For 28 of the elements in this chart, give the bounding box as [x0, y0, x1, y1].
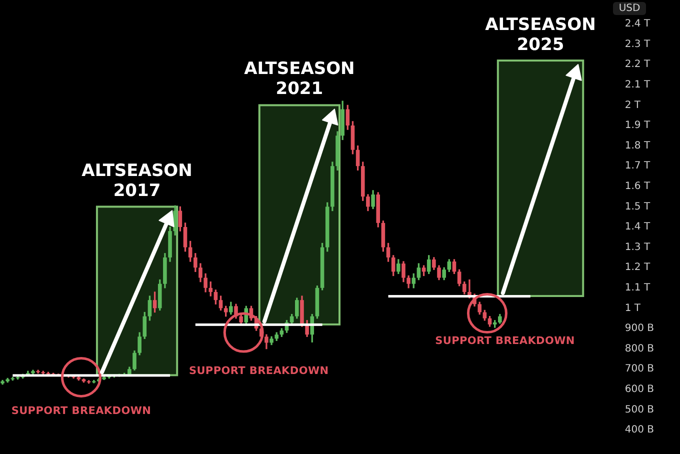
y-tick-label: 2 T [624, 100, 642, 111]
y-tick-label: 1.7 T [624, 160, 651, 172]
y-tick-label: 1.4 T [624, 222, 651, 233]
y-tick-label: 2.4 T [624, 18, 651, 30]
y-tick-label: 600 B [624, 384, 654, 395]
annotation: ALTSEASON 2021 [243, 59, 356, 100]
y-tick-label: 1.2 T [624, 262, 651, 274]
annotation: SUPPORT BREAKDOWN [188, 364, 330, 377]
y-tick-label: 1.8 T [624, 140, 651, 152]
y-tick-label: 800 B [624, 343, 654, 354]
y-tick-label: 400 B [624, 424, 654, 436]
y-tick-label: 1.3 T [624, 242, 651, 253]
annotation: ALTSEASON 2017 [80, 160, 194, 201]
y-tick-label: 2.2 T [624, 59, 651, 70]
y-tick-label: 1 T [624, 302, 642, 314]
y-tick-label: 1.9 T [624, 120, 651, 132]
y-tick-label: 500 B [624, 404, 654, 416]
y-tick-label: 1.5 T [624, 201, 651, 212]
y-tick-label: 900 B [624, 323, 654, 334]
y-tick-label: 700 B [624, 364, 654, 375]
annotation: SUPPORT BREAKDOWN [10, 404, 152, 417]
y-tick-label: 1.1 T [624, 282, 651, 294]
annotation: SUPPORT BREAKDOWN [434, 335, 576, 348]
y-tick-label: 2.1 T [624, 79, 651, 90]
y-tick-label: 2.3 T [624, 38, 651, 50]
y-axis-title: USD [612, 2, 646, 15]
annotation: ALTSEASON 2025 [484, 14, 597, 55]
y-tick-label: 1.6 T [624, 180, 651, 192]
